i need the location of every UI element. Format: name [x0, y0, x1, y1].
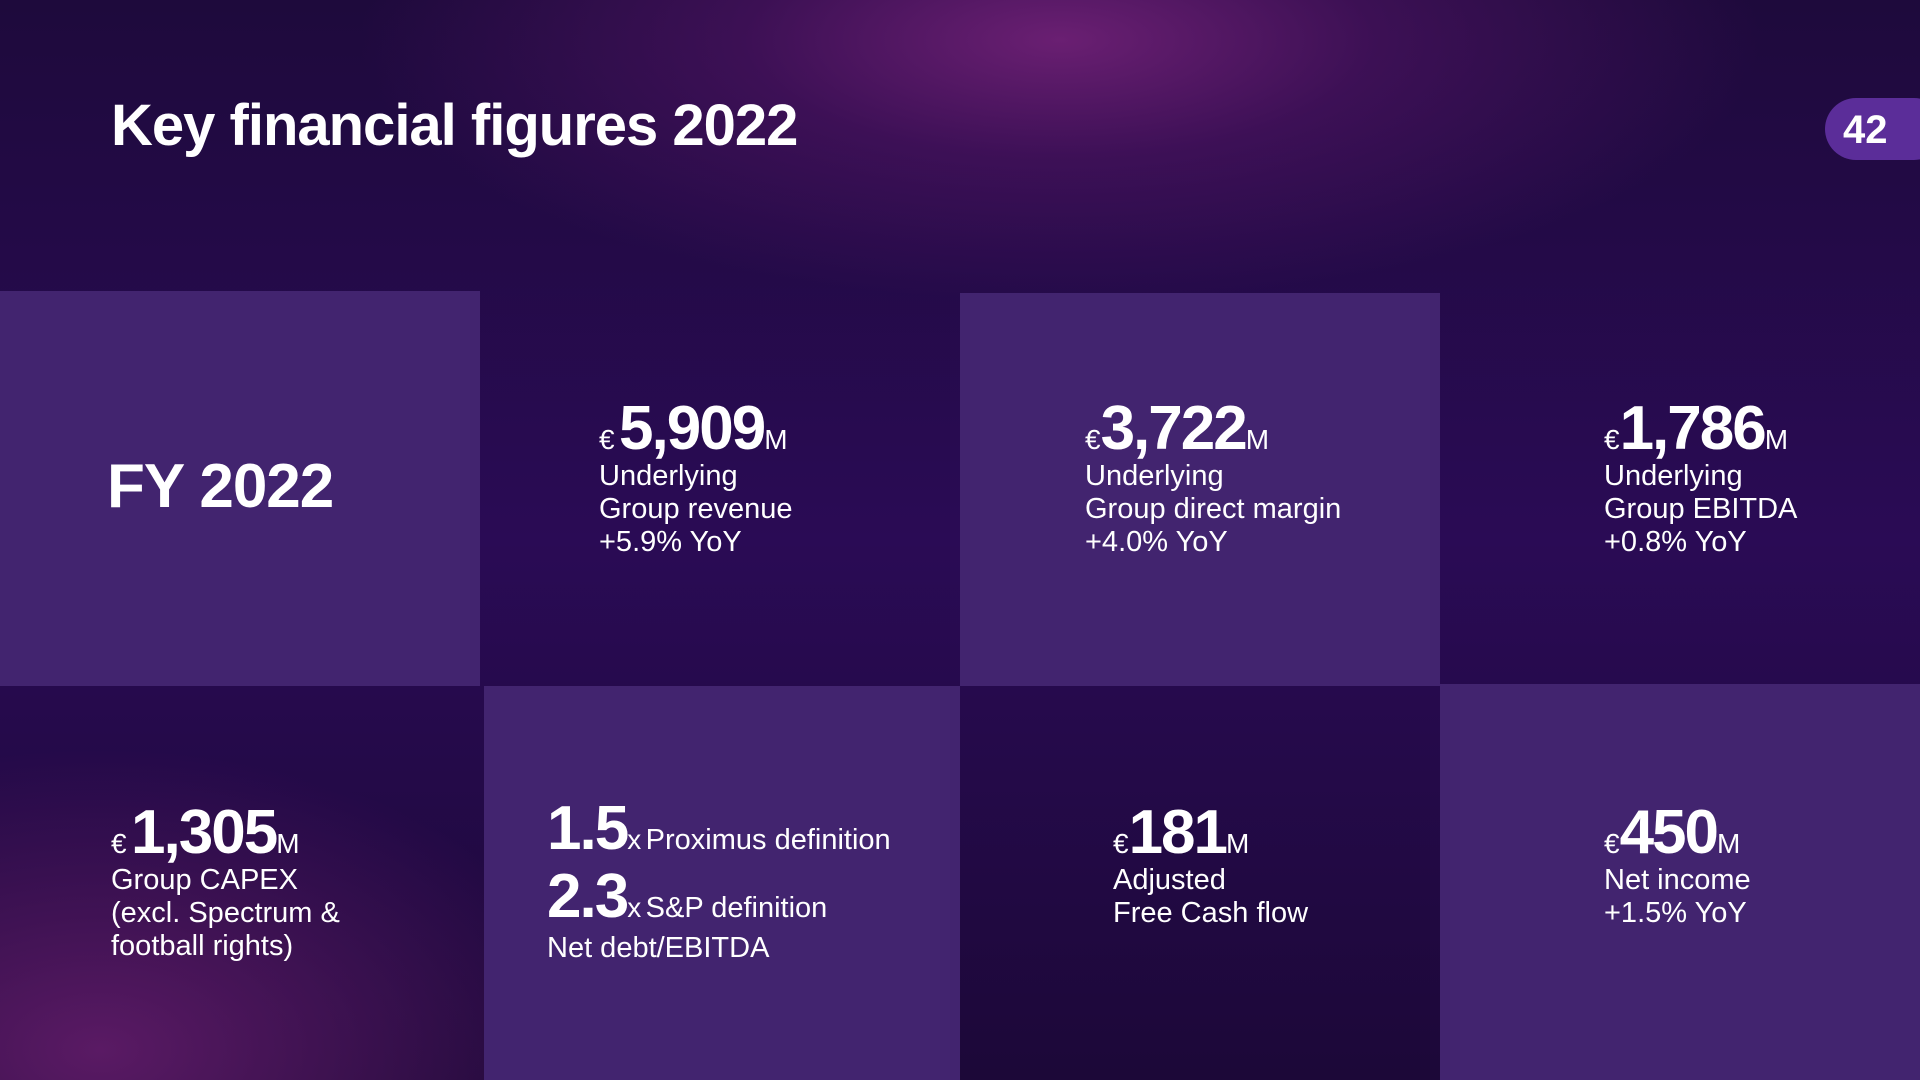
- unit: M: [764, 424, 788, 455]
- figure: €450M Net income +1.5% YoY: [1604, 802, 1751, 930]
- figure-value: 181: [1128, 798, 1228, 867]
- tile: € 5,909M Underlying Group revenue +5.9% …: [480, 291, 960, 686]
- page-number-badge: 42: [1825, 98, 1920, 160]
- unit: M: [276, 828, 300, 859]
- unit: M: [1764, 424, 1789, 455]
- slide-title: Key financial figures 2022: [111, 93, 798, 158]
- tile: €181M Adjusted Free Cash flow: [960, 686, 1440, 1080]
- tile: €1,786M Underlying Group EBITDA +0.8% Yo…: [1440, 291, 1920, 686]
- figure-line: +4.0% YoY: [1085, 526, 1228, 558]
- figure-value: 1,305: [131, 798, 278, 867]
- tile: FY 2022: [0, 291, 480, 686]
- page-number: 42: [1843, 108, 1888, 152]
- figure-value: 1.5: [547, 794, 629, 863]
- currency: €: [1604, 424, 1620, 455]
- figure-value: 1,786: [1619, 394, 1767, 463]
- tile: €450M Net income +1.5% YoY: [1440, 684, 1920, 1080]
- unit: x: [627, 892, 642, 923]
- figure-line: Net debt/EBITDA: [547, 932, 770, 964]
- period-label: FY 2022: [107, 452, 334, 521]
- figure-line: Net income: [1604, 864, 1751, 896]
- figure-line: +5.9% YoY: [599, 526, 742, 558]
- figure-line: Underlying: [1604, 460, 1743, 492]
- figure-value: 2.3: [547, 862, 629, 931]
- unit: M: [1717, 828, 1741, 859]
- figure-line: Underlying: [1085, 460, 1224, 492]
- figure-line: Group direct margin: [1085, 493, 1342, 525]
- figure-line: Free Cash flow: [1113, 897, 1309, 929]
- figure: €1,786M Underlying Group EBITDA +0.8% Yo…: [1604, 398, 1797, 559]
- unit: x: [627, 824, 642, 855]
- figure: 1.5x Proximus definition 2.3x S&P defini…: [547, 798, 891, 965]
- currency: €: [1085, 424, 1101, 455]
- currency: €: [111, 828, 127, 859]
- tile: €3,722M Underlying Group direct margin +…: [960, 293, 1440, 686]
- currency: €: [599, 424, 615, 455]
- currency: €: [1113, 828, 1129, 859]
- figure-line: Group EBITDA: [1604, 493, 1798, 525]
- figure: €3,722M Underlying Group direct margin +…: [1085, 398, 1341, 559]
- figure-line: Adjusted: [1113, 864, 1226, 896]
- figure-line: Group CAPEX: [111, 864, 298, 896]
- currency: €: [1604, 828, 1620, 859]
- figure-line: football rights): [111, 930, 294, 962]
- figure: € 5,909M Underlying Group revenue +5.9% …: [599, 398, 792, 559]
- figure-value: 3,722: [1100, 394, 1248, 463]
- figure-note: S&P definition: [645, 892, 828, 924]
- unit: M: [1245, 424, 1270, 455]
- unit: M: [1226, 828, 1250, 859]
- figure-line: Group revenue: [599, 493, 793, 525]
- figure-note: Proximus definition: [645, 824, 891, 856]
- figure: €181M Adjusted Free Cash flow: [1113, 802, 1308, 930]
- figure-line: Underlying: [599, 460, 738, 492]
- figure-value: 5,909: [619, 394, 766, 463]
- figure: € 1,305M Group CAPEX (excl. Spectrum & f…: [111, 802, 340, 963]
- tile: € 1,305M Group CAPEX (excl. Spectrum & f…: [0, 686, 480, 1080]
- tile: 1.5x Proximus definition 2.3x S&P defini…: [484, 686, 960, 1080]
- figure-line: (excl. Spectrum &: [111, 897, 340, 929]
- figure-value: 450: [1619, 798, 1719, 867]
- figure-line: +0.8% YoY: [1604, 526, 1747, 558]
- figure-line: +1.5% YoY: [1604, 897, 1747, 929]
